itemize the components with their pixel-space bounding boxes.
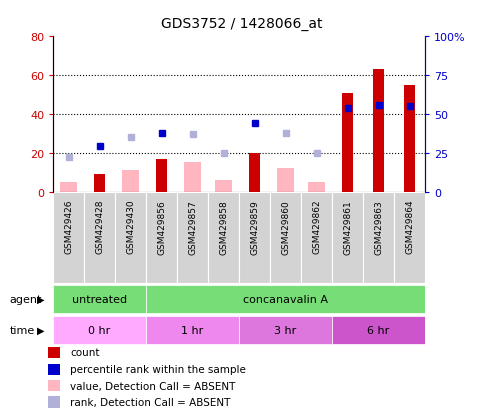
Bar (48, 363, 60, 375)
Bar (301, 192, 332, 283)
Text: GSM429426: GSM429426 (64, 199, 73, 254)
Text: GSM429857: GSM429857 (188, 199, 197, 254)
Text: 6 hr: 6 hr (368, 325, 390, 335)
Bar (184, 163, 201, 192)
Bar (249, 153, 260, 192)
Bar (146, 316, 239, 344)
Text: value, Detection Call = ABSENT: value, Detection Call = ABSENT (70, 381, 235, 391)
Text: GSM429859: GSM429859 (250, 199, 259, 254)
Text: time: time (10, 325, 35, 335)
Bar (48, 380, 60, 392)
Bar (270, 192, 301, 283)
Text: GSM429858: GSM429858 (219, 199, 228, 254)
Bar (48, 396, 60, 408)
Text: GSM429863: GSM429863 (374, 199, 383, 254)
Bar (156, 159, 167, 192)
Text: GSM429430: GSM429430 (126, 199, 135, 254)
Text: ▶: ▶ (37, 294, 45, 304)
Bar (115, 192, 146, 283)
Text: 0 hr: 0 hr (88, 325, 111, 335)
Text: count: count (70, 347, 99, 358)
Bar (332, 192, 363, 283)
Text: 1 hr: 1 hr (182, 325, 204, 335)
Text: GSM429864: GSM429864 (405, 199, 414, 254)
Bar (122, 171, 139, 192)
Bar (394, 192, 425, 283)
Text: ▶: ▶ (37, 325, 45, 335)
Bar (48, 347, 60, 358)
Bar (53, 192, 84, 283)
Bar (373, 70, 384, 192)
Text: concanavalin A: concanavalin A (243, 294, 328, 304)
Text: percentile rank within the sample: percentile rank within the sample (70, 364, 246, 374)
Text: untreated: untreated (72, 294, 127, 304)
Text: rank, Detection Call = ABSENT: rank, Detection Call = ABSENT (70, 397, 230, 407)
Bar (60, 183, 77, 192)
Text: GSM429860: GSM429860 (281, 199, 290, 254)
Bar (208, 192, 239, 283)
Bar (404, 85, 415, 192)
Text: GSM429856: GSM429856 (157, 199, 166, 254)
Text: GSM429862: GSM429862 (312, 199, 321, 254)
Bar (363, 192, 394, 283)
Bar (277, 169, 294, 192)
Bar (53, 285, 146, 313)
Bar (308, 183, 325, 192)
Bar (84, 192, 115, 283)
Text: agent: agent (10, 294, 42, 304)
Bar (53, 316, 146, 344)
Bar (94, 175, 105, 192)
Text: GSM429861: GSM429861 (343, 199, 352, 254)
Bar (215, 180, 232, 192)
Bar (177, 192, 208, 283)
Bar (146, 285, 425, 313)
Bar (332, 316, 425, 344)
Text: GSM429428: GSM429428 (95, 199, 104, 254)
Bar (342, 93, 353, 192)
Text: 3 hr: 3 hr (274, 325, 297, 335)
Bar (239, 192, 270, 283)
Text: GDS3752 / 1428066_at: GDS3752 / 1428066_at (161, 17, 322, 31)
Bar (146, 192, 177, 283)
Bar (239, 316, 332, 344)
